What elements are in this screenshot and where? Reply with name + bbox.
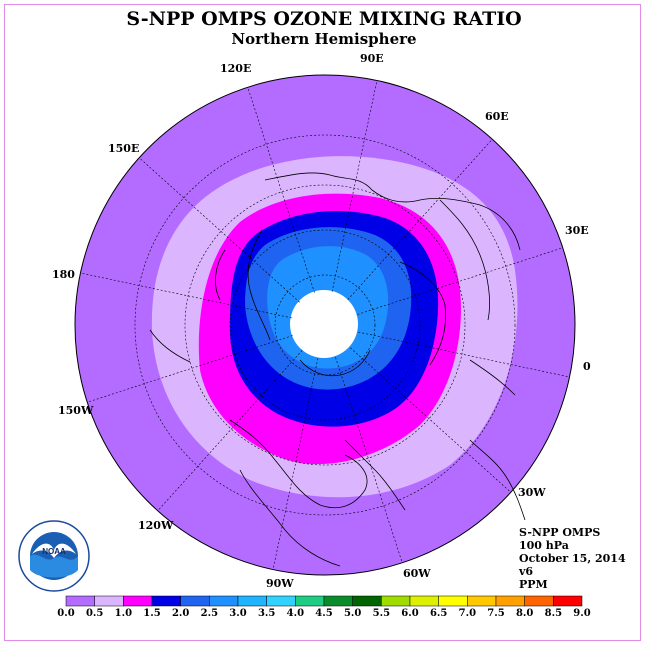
coastlines bbox=[149, 172, 526, 567]
colorbar-swatch bbox=[467, 595, 497, 607]
map-boundary bbox=[74, 74, 576, 576]
latitude-circles bbox=[134, 134, 516, 516]
colorbar-swatch bbox=[295, 595, 325, 607]
noaa-logo: NOAA bbox=[18, 520, 90, 592]
colorbar-label: 7.0 bbox=[458, 608, 477, 619]
lon-label-180: 180 bbox=[52, 268, 75, 281]
lon-label-120w: 120W bbox=[138, 519, 174, 532]
lon-label-0: 0 bbox=[583, 360, 591, 373]
lon-label-90e: 90E bbox=[360, 52, 384, 65]
map-subtitle: Northern Hemisphere bbox=[231, 30, 417, 48]
map-disc bbox=[75, 75, 575, 575]
colorbar-label: 0.0 bbox=[57, 608, 75, 619]
lon-label-120e: 120E bbox=[220, 62, 252, 75]
colorbar-label: 1.5 bbox=[143, 608, 161, 619]
colorbar-label: 8.5 bbox=[544, 608, 563, 619]
colorbar-swatch bbox=[237, 595, 267, 607]
product-info: S-NPP OMPS 100 hPa October 15, 2014 v6 P… bbox=[519, 526, 626, 591]
meridian-line bbox=[331, 80, 378, 292]
plot-frame bbox=[4, 4, 641, 641]
lon-label-30e: 30E bbox=[565, 224, 589, 237]
info-instrument: S-NPP OMPS bbox=[519, 526, 601, 539]
colorbar-swatch bbox=[438, 595, 468, 607]
colorbar bbox=[65, 595, 583, 607]
info-units: PPM bbox=[519, 578, 548, 591]
colorbar-label: 6.5 bbox=[429, 608, 448, 619]
lon-label-60e: 60E bbox=[485, 110, 509, 123]
colorbar-label: 2.5 bbox=[200, 608, 219, 619]
colorbar-swatch bbox=[553, 595, 583, 607]
meridian-line bbox=[347, 139, 493, 300]
colorbar-swatch bbox=[94, 595, 124, 607]
colorbar-label: 5.0 bbox=[343, 608, 362, 619]
meridian-lines bbox=[80, 80, 570, 570]
info-version: v6 bbox=[519, 565, 534, 578]
polar-data-gap bbox=[290, 290, 358, 358]
colorbar-label: 0.5 bbox=[85, 608, 104, 619]
colorbar-swatch bbox=[266, 595, 296, 607]
map-title: S-NPP OMPS OZONE MIXING RATIO bbox=[126, 8, 522, 30]
meridian-line bbox=[80, 272, 292, 319]
colorbar-swatch bbox=[409, 595, 439, 607]
meridian-line bbox=[358, 331, 570, 378]
meridian-line bbox=[139, 157, 300, 303]
meridian-line bbox=[357, 247, 563, 315]
colorbar-swatch bbox=[524, 595, 554, 607]
colorbar-label: 8.0 bbox=[515, 608, 534, 619]
meridian-line bbox=[247, 87, 315, 293]
colorbar-label: 4.0 bbox=[286, 608, 305, 619]
colorbar-label: 3.0 bbox=[229, 608, 247, 619]
colorbar-swatch bbox=[323, 595, 353, 607]
colorbar-label: 6.0 bbox=[401, 608, 419, 619]
colorbar-swatch bbox=[123, 595, 153, 607]
meridian-line bbox=[87, 335, 293, 403]
lon-label-90w: 90W bbox=[266, 577, 294, 590]
colorbar-label: 1.0 bbox=[114, 608, 133, 619]
meridian-line bbox=[350, 347, 511, 493]
colorbar-swatch bbox=[352, 595, 382, 607]
colorbar-label: 2.0 bbox=[171, 608, 190, 619]
colorbar-swatch bbox=[381, 595, 411, 607]
info-date: October 15, 2014 bbox=[519, 552, 626, 565]
colorbar-swatch bbox=[151, 595, 181, 607]
meridian-line bbox=[157, 350, 303, 511]
colorbar-swatch bbox=[209, 595, 239, 607]
colorbar-label: 4.5 bbox=[315, 608, 333, 619]
colorbar-label: 3.5 bbox=[257, 608, 276, 619]
lon-label-60w: 60W bbox=[403, 567, 431, 580]
logo-text: NOAA bbox=[42, 547, 66, 556]
colorbar-swatch bbox=[180, 595, 210, 607]
lon-label-150e: 150E bbox=[108, 142, 140, 155]
colorbar-swatch bbox=[495, 595, 525, 607]
meridian-line bbox=[335, 357, 403, 563]
lon-label-30w: 30W bbox=[518, 486, 546, 499]
info-level: 100 hPa bbox=[519, 539, 569, 552]
lon-label-150w: 150W bbox=[58, 404, 94, 417]
colorbar-label: 5.5 bbox=[372, 608, 391, 619]
colorbar-label: 9.0 bbox=[573, 608, 591, 619]
colorbar-swatch bbox=[65, 595, 95, 607]
meridian-line bbox=[272, 358, 319, 570]
colorbar-label: 7.5 bbox=[487, 608, 505, 619]
